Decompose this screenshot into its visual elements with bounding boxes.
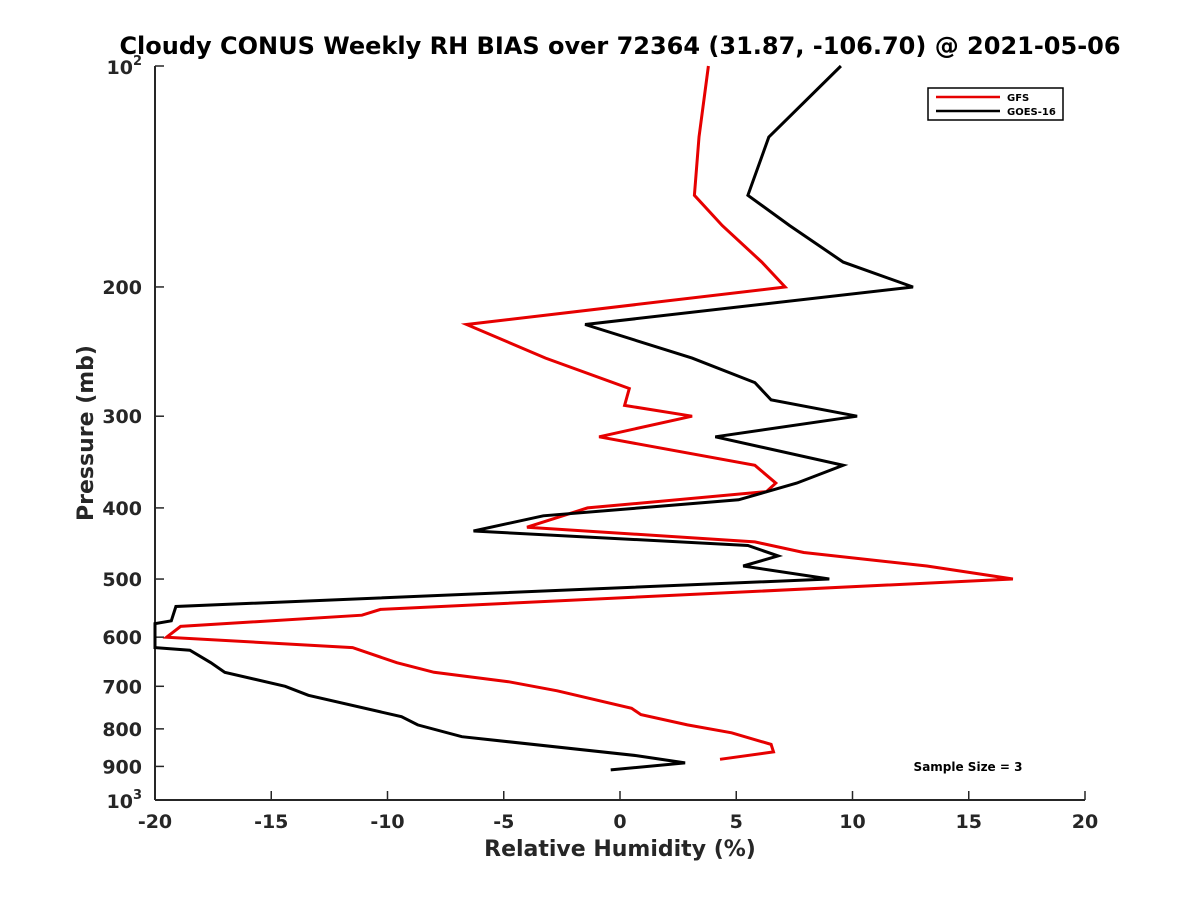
x-tick-label: 5 <box>730 811 743 833</box>
y-tick-exponent: 2 <box>133 54 142 69</box>
x-tick-label: -10 <box>370 811 404 833</box>
x-tick-label: -5 <box>493 811 514 833</box>
y-tick-label: 900 <box>102 756 142 778</box>
legend: GFS GOES-16 <box>927 87 1064 121</box>
series-goes16-line <box>153 64 914 772</box>
y-axis-label: Pressure (mb) <box>74 345 99 521</box>
legend-label-goes16: GOES-16 <box>1007 107 1056 118</box>
y-tick-label: 102 <box>107 54 143 79</box>
y-tick-label: 200 <box>102 277 142 299</box>
y-tick-base: 10 <box>107 57 133 79</box>
y-tick-label: 500 <box>102 569 142 591</box>
y-tick-label: 400 <box>102 498 142 520</box>
series-layer <box>153 64 1014 772</box>
x-tick-label: 10 <box>839 811 865 833</box>
legend-label-gfs: GFS <box>1007 93 1029 104</box>
y-tick-exponent: 3 <box>133 788 142 803</box>
x-tick-label: 15 <box>956 811 982 833</box>
x-tick-label: 0 <box>613 811 626 833</box>
y-tick-base: 10 <box>107 791 133 813</box>
x-tick-label: -20 <box>138 811 172 833</box>
x-ticks: -20 -15 -10 -5 0 5 10 15 20 <box>138 791 1098 833</box>
x-tick-label: -15 <box>254 811 288 833</box>
y-tick-label: 300 <box>102 406 142 428</box>
y-tick-label: 800 <box>102 719 142 741</box>
chart-title: Cloudy CONUS Weekly RH BIAS over 72364 (… <box>119 32 1120 60</box>
legend-box <box>927 87 1064 121</box>
x-tick-label: 20 <box>1072 811 1098 833</box>
series-gfs-line <box>162 65 1014 761</box>
y-tick-label: 700 <box>102 676 142 698</box>
sample-size-annotation: Sample Size = 3 <box>914 760 1023 774</box>
x-axis-label: Relative Humidity (%) <box>484 837 756 862</box>
y-tick-label: 103 <box>107 788 143 813</box>
y-tick-label: 600 <box>102 627 142 649</box>
